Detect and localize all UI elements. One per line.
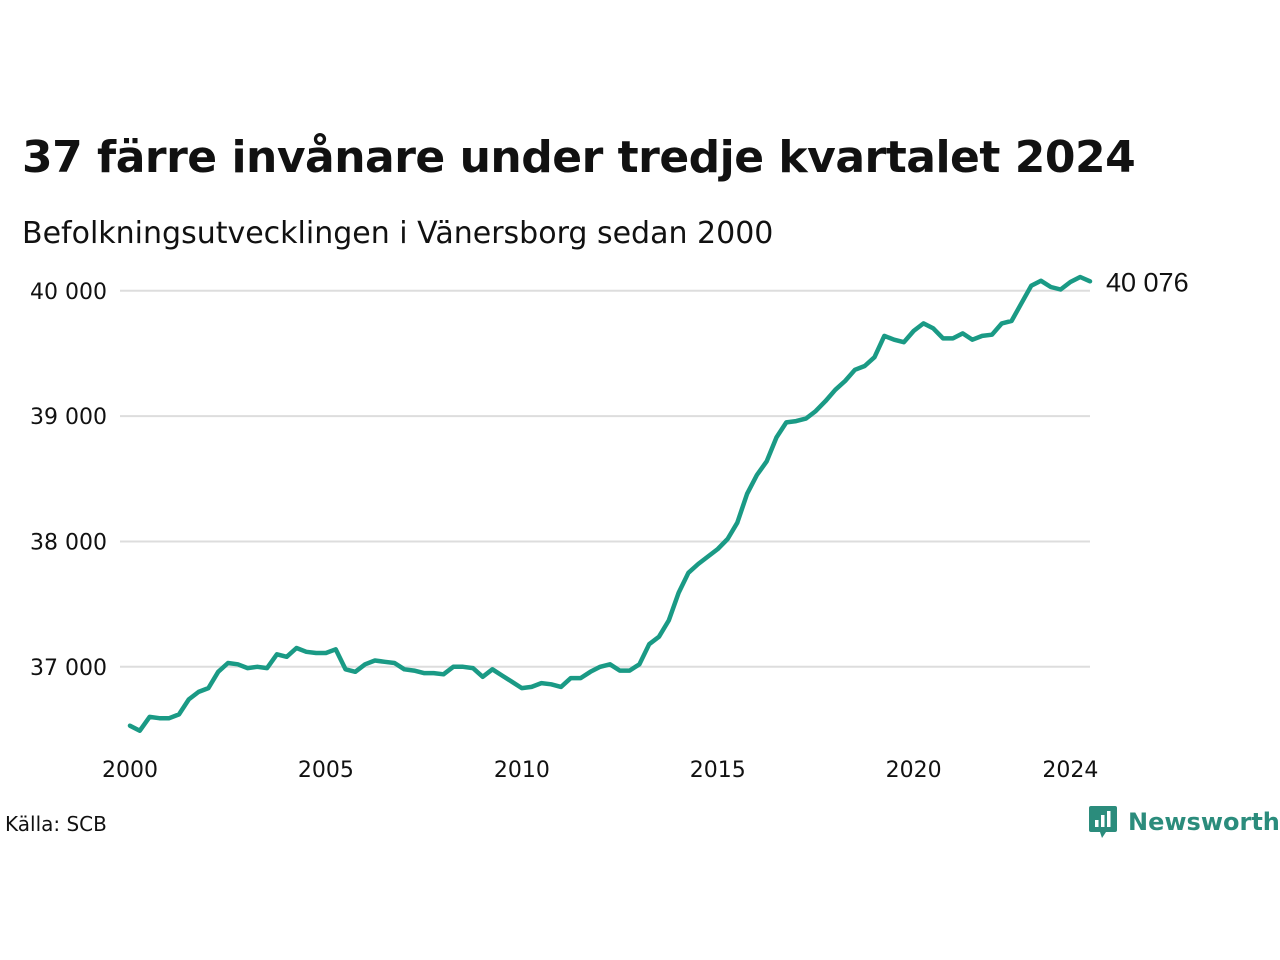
x-tick-label: 2015 — [690, 758, 746, 783]
series-group: 40 076 — [127, 267, 1189, 733]
y-tick-label: 39 000 — [30, 405, 107, 430]
x-tick-label: 2000 — [102, 758, 158, 783]
source-note: Källa: SCB — [5, 812, 107, 836]
y-axis-ticks: 37 000 38 000 39 000 40 000 — [30, 280, 107, 681]
x-axis-ticks: 2000 2005 2010 2015 2020 2024 — [102, 758, 1098, 783]
y-tick-label: 38 000 — [30, 530, 107, 555]
end-value-label: 40 076 — [1106, 267, 1189, 297]
brand-name: Newsworthy — [1128, 808, 1280, 836]
chart-title: 37 färre invånare under tredje kvartalet… — [22, 132, 1136, 183]
grid-lines — [120, 289, 1090, 668]
x-tick-label: 2005 — [298, 758, 354, 783]
x-tick-label: 2010 — [494, 758, 550, 783]
population-series-line — [127, 274, 1093, 733]
x-tick-label: 2024 — [1042, 758, 1098, 783]
y-tick-label: 37 000 — [30, 656, 107, 681]
brand-logo: Newsworthy — [1088, 804, 1280, 840]
y-tick-label: 40 000 — [30, 280, 107, 305]
newsworthy-logo-icon — [1089, 806, 1117, 838]
chart-subtitle: Befolkningsutvecklingen i Vänersborg sed… — [22, 216, 774, 251]
x-tick-label: 2020 — [886, 758, 942, 783]
